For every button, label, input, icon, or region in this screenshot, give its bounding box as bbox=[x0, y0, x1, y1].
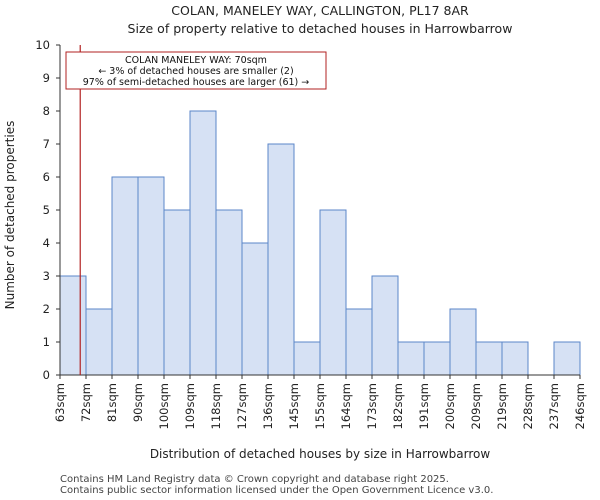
x-tick-label: 237sqm bbox=[547, 383, 561, 429]
annotation-line-3: 97% of semi-detached houses are larger (… bbox=[83, 77, 310, 88]
bars-group bbox=[59, 110, 581, 376]
bar-63sqm bbox=[59, 275, 87, 376]
bar-145sqm bbox=[293, 341, 321, 376]
bar-127sqm bbox=[241, 242, 269, 376]
bar-209sqm bbox=[475, 341, 503, 376]
bar-200sqm bbox=[449, 308, 477, 376]
x-tick-label: 109sqm bbox=[183, 383, 197, 429]
y-tick-label: 5 bbox=[43, 203, 50, 217]
x-tick-label: 191sqm bbox=[417, 383, 431, 429]
y-tick-label: 8 bbox=[43, 104, 50, 118]
x-tick-label: 164sqm bbox=[339, 383, 353, 429]
chart-subtitle: Size of property relative to detached ho… bbox=[128, 21, 513, 36]
x-tick-label: 228sqm bbox=[521, 383, 535, 429]
y-axis-label: Number of detached properties bbox=[3, 121, 17, 310]
annotation-box bbox=[65, 51, 327, 90]
annotation-line-2: ← 3% of detached houses are smaller (2) bbox=[98, 66, 293, 77]
y-tick-label: 0 bbox=[43, 368, 50, 382]
bar-72sqm bbox=[85, 308, 113, 376]
footer-line-1: Contains HM Land Registry data © Crown c… bbox=[60, 474, 449, 485]
y-tick-label: 1 bbox=[43, 335, 50, 349]
y-tick-label: 6 bbox=[43, 170, 50, 184]
bar-136sqm bbox=[267, 143, 295, 376]
x-tick-label: 155sqm bbox=[313, 383, 327, 429]
y-ticks-group: 0 1 2 3 4 5 6 7 8 9 10 bbox=[35, 38, 60, 382]
y-tick-label: 2 bbox=[43, 302, 50, 316]
y-tick-label: 9 bbox=[43, 71, 50, 85]
x-tick-label: 145sqm bbox=[287, 383, 301, 429]
bar-109sqm bbox=[189, 110, 217, 376]
x-tick-label: 72sqm bbox=[79, 383, 93, 422]
x-ticks-group: 63sqm 72sqm 81sqm 90sqm 100sqm 109sqm 118sqm 12… bbox=[53, 375, 587, 429]
y-tick-label: 10 bbox=[35, 38, 50, 52]
x-axis-label: Distribution of detached houses by size … bbox=[150, 447, 491, 461]
x-tick-label: 173sqm bbox=[365, 383, 379, 429]
x-tick-label: 90sqm bbox=[131, 383, 145, 422]
x-tick-label: 81sqm bbox=[105, 383, 119, 422]
x-tick-label: 63sqm bbox=[53, 383, 67, 422]
bar-81sqm bbox=[111, 176, 139, 376]
bar-164sqm bbox=[345, 308, 373, 376]
footer-line-2: Contains public sector information licen… bbox=[60, 485, 493, 496]
annotation-line-1: COLAN MANELEY WAY: 70sqm bbox=[125, 55, 267, 66]
x-tick-label: 219sqm bbox=[495, 383, 509, 429]
bar-182sqm bbox=[397, 341, 425, 376]
bar-100sqm bbox=[163, 209, 191, 376]
bar-191sqm bbox=[423, 341, 451, 376]
bar-237sqm bbox=[553, 341, 581, 376]
x-tick-label: 246sqm bbox=[573, 383, 587, 429]
y-tick-label: 7 bbox=[43, 137, 50, 151]
x-tick-label: 100sqm bbox=[157, 383, 171, 429]
bar-118sqm bbox=[215, 209, 243, 376]
bar-219sqm bbox=[501, 341, 529, 376]
x-tick-label: 209sqm bbox=[469, 383, 483, 429]
x-tick-label: 118sqm bbox=[209, 383, 223, 429]
x-tick-label: 136sqm bbox=[261, 383, 275, 429]
y-tick-label: 3 bbox=[43, 269, 50, 283]
bar-155sqm bbox=[319, 209, 347, 376]
x-tick-label: 182sqm bbox=[391, 383, 405, 429]
bar-90sqm bbox=[137, 176, 165, 376]
x-tick-label: 127sqm bbox=[235, 383, 249, 429]
chart-title: COLAN, MANELEY WAY, CALLINGTON, PL17 8AR bbox=[171, 3, 469, 18]
x-tick-label: 200sqm bbox=[443, 383, 457, 429]
bar-173sqm bbox=[371, 275, 399, 376]
y-tick-label: 4 bbox=[43, 236, 50, 250]
